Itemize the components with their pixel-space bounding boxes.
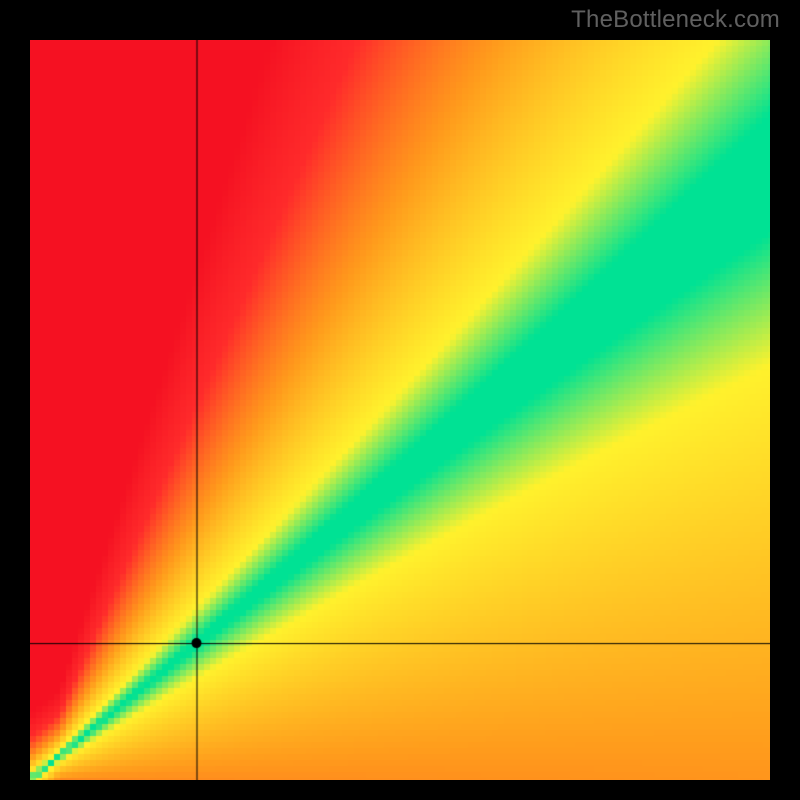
bottleneck-heatmap xyxy=(30,40,770,780)
frame: TheBottleneck.com xyxy=(0,0,800,800)
heatmap-canvas xyxy=(30,40,770,780)
attribution-text: TheBottleneck.com xyxy=(571,6,780,34)
